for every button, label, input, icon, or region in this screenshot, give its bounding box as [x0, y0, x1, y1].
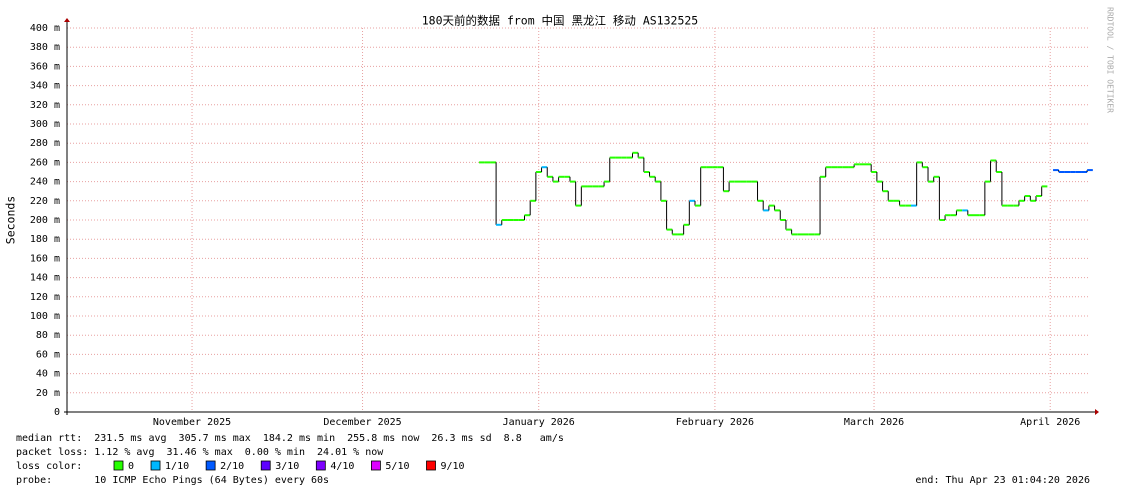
x-tick-label: November 2025	[153, 417, 231, 428]
x-tick-label: April 2026	[1020, 417, 1080, 428]
watermark: RRDTOOL / TOBI OETIKER	[1106, 7, 1115, 113]
legend-swatch	[150, 460, 161, 471]
y-tick-label: 60 m	[36, 349, 60, 360]
y-tick-label: 0	[54, 407, 60, 418]
stats-line: median rtt: 231.5 ms avg 305.7 ms max 18…	[16, 433, 564, 444]
y-tick-label: 180 m	[30, 234, 60, 245]
end-time: end: Thu Apr 23 01:04:20 2026	[915, 475, 1090, 486]
x-tick-label: February 2026	[676, 417, 754, 428]
y-tick-label: 300 m	[30, 119, 60, 130]
y-tick-label: 200 m	[30, 215, 60, 226]
x-tick-label: March 2026	[844, 417, 904, 428]
y-tick-label: 240 m	[30, 177, 60, 188]
y-tick-label: 100 m	[30, 311, 60, 322]
legend-label: 9/10	[441, 461, 465, 472]
y-tick-label: 280 m	[30, 138, 60, 149]
legend-swatch	[205, 460, 216, 471]
probe-info: probe: 10 ICMP Echo Pings (64 Bytes) eve…	[16, 475, 329, 486]
y-tick-label: 260 m	[30, 157, 60, 168]
chart-title: 180天前的数据 from 中国 黑龙江 移动 AS132525	[422, 14, 698, 28]
legend-label: 0	[128, 461, 134, 472]
legend-label: 3/10	[275, 461, 299, 472]
y-tick-label: 80 m	[36, 330, 60, 341]
y-tick-label: 120 m	[30, 292, 60, 303]
stats-line: packet loss: 1.12 % avg 31.46 % max 0.00…	[16, 447, 384, 458]
legend-label: 1/10	[165, 461, 189, 472]
y-tick-label: 160 m	[30, 253, 60, 264]
legend-label: 2/10	[220, 461, 244, 472]
axis-arrow	[1095, 409, 1099, 415]
legend-title: loss color:	[16, 461, 82, 472]
axis-arrow	[64, 18, 70, 22]
x-tick-label: January 2026	[503, 417, 575, 428]
legend-swatch	[315, 460, 326, 471]
y-tick-label: 400 m	[30, 23, 60, 34]
y-tick-label: 40 m	[36, 369, 60, 380]
y-tick-label: 140 m	[30, 273, 60, 284]
legend-label: 5/10	[385, 461, 409, 472]
y-axis-label: Seconds	[4, 196, 18, 244]
y-tick-label: 360 m	[30, 61, 60, 72]
legend-swatch	[260, 460, 271, 471]
y-tick-label: 20 m	[36, 388, 60, 399]
y-tick-label: 320 m	[30, 100, 60, 111]
legend-swatch	[371, 460, 381, 471]
legend-label: 4/10	[330, 461, 354, 472]
y-tick-label: 340 m	[30, 81, 60, 92]
legend-swatch	[113, 460, 124, 471]
x-tick-label: December 2025	[323, 417, 401, 428]
y-tick-label: 220 m	[30, 196, 60, 207]
y-tick-label: 380 m	[30, 42, 60, 53]
legend-swatch	[426, 460, 436, 471]
